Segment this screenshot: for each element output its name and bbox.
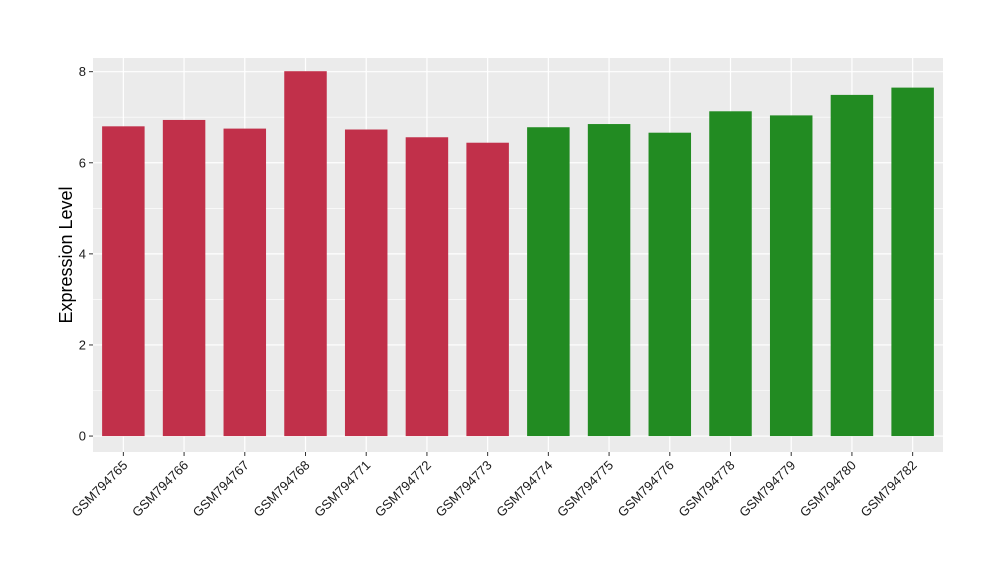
- y-tick-label: 4: [79, 246, 86, 261]
- bar: [162, 119, 206, 437]
- x-tick-label: GSM794768: [250, 458, 312, 520]
- bar: [587, 124, 631, 437]
- x-tick-label: GSM794765: [68, 458, 130, 520]
- x-axis: GSM794765GSM794766GSM794767GSM794768GSM7…: [68, 452, 920, 520]
- y-tick-label: 0: [79, 429, 86, 444]
- x-tick-label: GSM794773: [433, 458, 495, 520]
- y-axis-title: Expression Level: [56, 186, 76, 323]
- y-tick-label: 6: [79, 155, 86, 170]
- y-tick-label: 8: [79, 64, 86, 79]
- x-tick-label: GSM794776: [615, 458, 677, 520]
- x-tick-label: GSM794772: [372, 458, 434, 520]
- bar: [223, 128, 267, 437]
- bar: [527, 127, 570, 437]
- bar: [102, 126, 145, 437]
- bar: [830, 94, 874, 437]
- x-tick-label: GSM794782: [858, 458, 920, 520]
- bar: [284, 71, 327, 437]
- x-tick-label: GSM794775: [554, 458, 616, 520]
- y-axis: 0 2 4 6 8: [79, 64, 93, 444]
- x-tick-label: GSM794767: [190, 458, 252, 520]
- bars: [102, 71, 934, 437]
- bar: [405, 137, 449, 437]
- bar: [769, 115, 813, 437]
- x-tick-label: GSM794778: [675, 458, 737, 520]
- x-tick-label: GSM794779: [736, 458, 798, 520]
- bar: [466, 142, 509, 437]
- x-tick-label: GSM794771: [311, 458, 373, 520]
- bar: [648, 132, 692, 437]
- x-tick-label: GSM794774: [493, 458, 555, 520]
- y-tick-label: 2: [79, 337, 86, 352]
- x-tick-label: GSM794780: [797, 458, 859, 520]
- bar: [709, 111, 752, 437]
- bar: [891, 87, 934, 437]
- x-tick-label: GSM794766: [129, 458, 191, 520]
- bar: [344, 129, 388, 437]
